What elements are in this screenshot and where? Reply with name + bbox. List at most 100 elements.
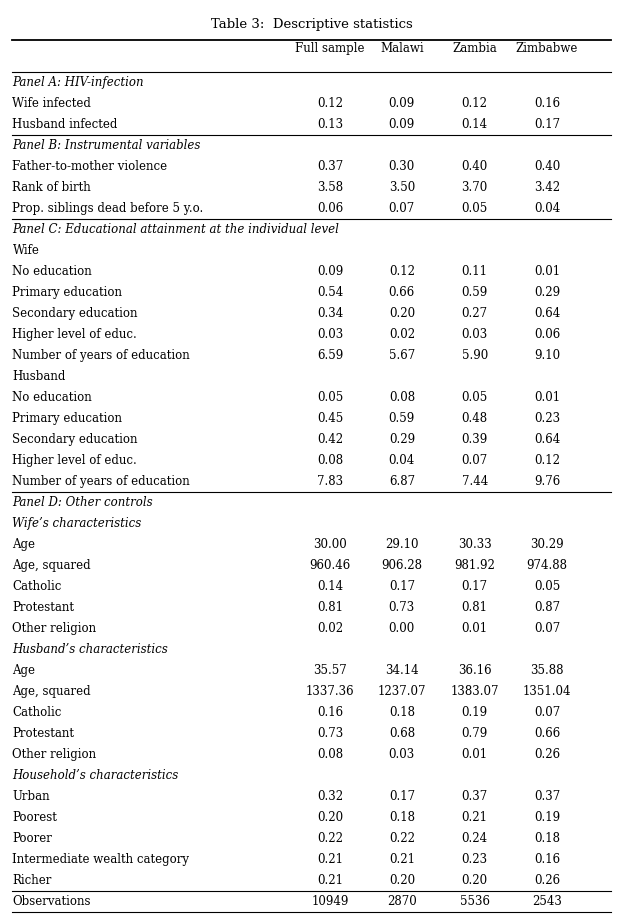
Text: 0.02: 0.02: [389, 328, 415, 341]
Text: Number of years of education: Number of years of education: [12, 475, 190, 488]
Text: Rank of birth: Rank of birth: [12, 181, 91, 194]
Text: Wife’s characteristics: Wife’s characteristics: [12, 516, 141, 529]
Text: 0.11: 0.11: [462, 265, 488, 278]
Text: 0.37: 0.37: [534, 789, 560, 802]
Text: 34.14: 34.14: [385, 664, 419, 676]
Text: 0.17: 0.17: [534, 118, 560, 130]
Text: Catholic: Catholic: [12, 706, 62, 719]
Text: 2543: 2543: [532, 895, 562, 908]
Text: 0.19: 0.19: [462, 706, 488, 719]
Text: Wife: Wife: [12, 244, 39, 256]
Text: 30.00: 30.00: [313, 538, 347, 550]
Text: 0.48: 0.48: [462, 412, 488, 425]
Text: 0.73: 0.73: [317, 727, 343, 740]
Text: Age, squared: Age, squared: [12, 685, 91, 698]
Text: Panel B: Instrumental variables: Panel B: Instrumental variables: [12, 139, 201, 152]
Text: 0.18: 0.18: [389, 811, 415, 823]
Text: Other religion: Other religion: [12, 748, 97, 761]
Text: 0.08: 0.08: [317, 454, 343, 467]
Text: 1351.04: 1351.04: [523, 685, 571, 698]
Text: 0.07: 0.07: [534, 621, 560, 635]
Text: 0.03: 0.03: [462, 328, 488, 341]
Text: 0.14: 0.14: [317, 580, 343, 593]
Text: 29.10: 29.10: [385, 538, 419, 550]
Text: 0.59: 0.59: [389, 412, 415, 425]
Text: Household’s characteristics: Household’s characteristics: [12, 768, 179, 782]
Text: 0.22: 0.22: [389, 832, 415, 845]
Text: 0.01: 0.01: [462, 748, 488, 761]
Text: 0.45: 0.45: [317, 412, 343, 425]
Text: 0.27: 0.27: [462, 307, 488, 320]
Text: 0.09: 0.09: [317, 265, 343, 278]
Text: 0.17: 0.17: [389, 789, 415, 802]
Text: Table 3:  Descriptive statistics: Table 3: Descriptive statistics: [211, 18, 412, 31]
Text: Poorer: Poorer: [12, 832, 52, 845]
Text: 0.20: 0.20: [317, 811, 343, 823]
Text: 0.39: 0.39: [462, 433, 488, 446]
Text: 0.12: 0.12: [317, 96, 343, 109]
Text: 0.59: 0.59: [462, 286, 488, 299]
Text: 0.37: 0.37: [462, 789, 488, 802]
Text: 0.05: 0.05: [462, 391, 488, 403]
Text: 0.18: 0.18: [534, 832, 560, 845]
Text: Secondary education: Secondary education: [12, 307, 138, 320]
Text: 0.12: 0.12: [534, 454, 560, 467]
Text: Urban: Urban: [12, 789, 50, 802]
Text: Panel C: Educational attainment at the individual level: Panel C: Educational attainment at the i…: [12, 222, 340, 235]
Text: 0.81: 0.81: [317, 601, 343, 614]
Text: 0.01: 0.01: [462, 621, 488, 635]
Text: 0.22: 0.22: [317, 832, 343, 845]
Text: 35.57: 35.57: [313, 664, 347, 676]
Text: 0.06: 0.06: [534, 328, 560, 341]
Text: 7.44: 7.44: [462, 475, 488, 488]
Text: 0.16: 0.16: [534, 853, 560, 866]
Text: 0.54: 0.54: [317, 286, 343, 299]
Text: 0.00: 0.00: [389, 621, 415, 635]
Text: 0.06: 0.06: [317, 201, 343, 215]
Text: 0.81: 0.81: [462, 601, 488, 614]
Text: 0.07: 0.07: [534, 706, 560, 719]
Text: 30.29: 30.29: [530, 538, 564, 550]
Text: Primary education: Primary education: [12, 286, 123, 299]
Text: 0.13: 0.13: [317, 118, 343, 130]
Text: 906.28: 906.28: [381, 559, 422, 572]
Text: 0.24: 0.24: [462, 832, 488, 845]
Text: 0.12: 0.12: [389, 265, 415, 278]
Text: 0.05: 0.05: [462, 201, 488, 215]
Text: 0.79: 0.79: [462, 727, 488, 740]
Text: 0.01: 0.01: [534, 265, 560, 278]
Text: 1383.07: 1383.07: [450, 685, 499, 698]
Text: Zambia: Zambia: [452, 42, 497, 55]
Text: No education: No education: [12, 265, 92, 278]
Text: 0.42: 0.42: [317, 433, 343, 446]
Text: 0.03: 0.03: [389, 748, 415, 761]
Text: 0.19: 0.19: [534, 811, 560, 823]
Text: 981.92: 981.92: [454, 559, 495, 572]
Text: 0.16: 0.16: [534, 96, 560, 109]
Text: 0.64: 0.64: [534, 307, 560, 320]
Text: Husband’s characteristics: Husband’s characteristics: [12, 642, 168, 655]
Text: Panel A: HIV-infection: Panel A: HIV-infection: [12, 75, 144, 88]
Text: Zimbabwe: Zimbabwe: [516, 42, 578, 55]
Text: 0.30: 0.30: [389, 160, 415, 173]
Text: 5.90: 5.90: [462, 348, 488, 362]
Text: 0.12: 0.12: [462, 96, 488, 109]
Text: 0.04: 0.04: [534, 201, 560, 215]
Text: 0.68: 0.68: [389, 727, 415, 740]
Text: 36.16: 36.16: [458, 664, 492, 676]
Text: 0.17: 0.17: [389, 580, 415, 593]
Text: 0.16: 0.16: [317, 706, 343, 719]
Text: 0.26: 0.26: [534, 748, 560, 761]
Text: 5.67: 5.67: [389, 348, 415, 362]
Text: 3.50: 3.50: [389, 181, 415, 194]
Text: 0.08: 0.08: [389, 391, 415, 403]
Text: Number of years of education: Number of years of education: [12, 348, 190, 362]
Text: 0.26: 0.26: [534, 874, 560, 887]
Text: Higher level of educ.: Higher level of educ.: [12, 328, 137, 341]
Text: 974.88: 974.88: [526, 559, 568, 572]
Text: Full sample: Full sample: [295, 42, 365, 55]
Text: Age: Age: [12, 538, 36, 550]
Text: Malawi: Malawi: [380, 42, 424, 55]
Text: Husband infected: Husband infected: [12, 118, 118, 130]
Text: 0.02: 0.02: [317, 621, 343, 635]
